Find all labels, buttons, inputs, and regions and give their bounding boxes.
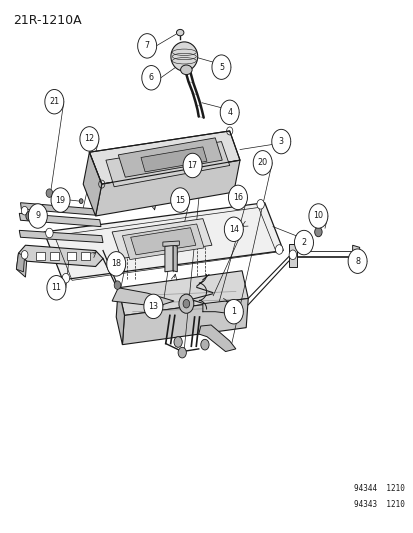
Text: 9: 9 bbox=[35, 212, 40, 221]
Bar bbox=[315, 215, 321, 219]
Polygon shape bbox=[118, 138, 222, 177]
Text: 21: 21 bbox=[49, 97, 59, 106]
Circle shape bbox=[275, 245, 282, 254]
Polygon shape bbox=[141, 147, 206, 172]
Circle shape bbox=[21, 206, 28, 215]
Circle shape bbox=[308, 204, 327, 228]
Polygon shape bbox=[118, 271, 248, 316]
Polygon shape bbox=[112, 219, 211, 259]
Circle shape bbox=[107, 252, 126, 276]
Circle shape bbox=[271, 130, 290, 154]
Polygon shape bbox=[173, 245, 177, 272]
Polygon shape bbox=[19, 230, 103, 243]
Polygon shape bbox=[89, 131, 240, 184]
Circle shape bbox=[170, 188, 189, 212]
Polygon shape bbox=[36, 252, 45, 260]
Polygon shape bbox=[131, 228, 195, 255]
Ellipse shape bbox=[79, 199, 83, 204]
Circle shape bbox=[256, 199, 264, 209]
Polygon shape bbox=[112, 288, 173, 306]
Ellipse shape bbox=[180, 65, 192, 75]
Circle shape bbox=[47, 276, 66, 300]
Circle shape bbox=[253, 151, 271, 175]
Text: 6: 6 bbox=[148, 73, 153, 82]
Text: 94344  1210: 94344 1210 bbox=[354, 484, 404, 494]
Polygon shape bbox=[198, 325, 235, 352]
Circle shape bbox=[224, 300, 243, 324]
Text: 3: 3 bbox=[278, 137, 283, 146]
Circle shape bbox=[26, 211, 33, 221]
Circle shape bbox=[46, 189, 52, 197]
Circle shape bbox=[351, 252, 358, 261]
Circle shape bbox=[183, 300, 189, 308]
Circle shape bbox=[51, 188, 70, 212]
Circle shape bbox=[45, 90, 64, 114]
Ellipse shape bbox=[171, 42, 197, 71]
Polygon shape bbox=[95, 160, 240, 216]
Circle shape bbox=[224, 217, 243, 241]
Polygon shape bbox=[83, 152, 102, 216]
Circle shape bbox=[142, 66, 160, 90]
Circle shape bbox=[114, 281, 121, 289]
Circle shape bbox=[28, 204, 47, 228]
Text: 8: 8 bbox=[354, 257, 359, 265]
Text: 13: 13 bbox=[148, 302, 158, 311]
Text: 1: 1 bbox=[231, 307, 236, 316]
Text: 15: 15 bbox=[175, 196, 185, 205]
Circle shape bbox=[62, 273, 69, 283]
Polygon shape bbox=[19, 213, 101, 227]
Polygon shape bbox=[44, 203, 282, 280]
Polygon shape bbox=[17, 253, 26, 277]
Polygon shape bbox=[352, 245, 359, 269]
Polygon shape bbox=[81, 252, 90, 260]
Circle shape bbox=[228, 185, 247, 209]
Circle shape bbox=[347, 249, 366, 273]
Text: 14: 14 bbox=[228, 225, 238, 234]
Circle shape bbox=[314, 227, 321, 237]
Circle shape bbox=[21, 251, 28, 259]
Circle shape bbox=[183, 154, 202, 177]
Text: 11: 11 bbox=[51, 283, 61, 292]
Polygon shape bbox=[19, 245, 103, 266]
Text: 16: 16 bbox=[233, 193, 242, 202]
Circle shape bbox=[45, 228, 53, 238]
Text: 5: 5 bbox=[218, 63, 223, 71]
Polygon shape bbox=[202, 301, 240, 314]
Text: 94343  1210: 94343 1210 bbox=[354, 500, 404, 510]
Circle shape bbox=[200, 340, 209, 350]
Polygon shape bbox=[17, 253, 24, 272]
Circle shape bbox=[138, 34, 156, 58]
Circle shape bbox=[178, 348, 186, 358]
Circle shape bbox=[220, 100, 239, 125]
Circle shape bbox=[144, 294, 162, 319]
Polygon shape bbox=[66, 252, 76, 260]
Text: 21R-1210A: 21R-1210A bbox=[13, 14, 81, 27]
Circle shape bbox=[178, 294, 193, 313]
Text: 12: 12 bbox=[84, 134, 94, 143]
Text: 18: 18 bbox=[111, 260, 121, 268]
Ellipse shape bbox=[176, 29, 183, 36]
Text: 10: 10 bbox=[313, 212, 323, 221]
Text: 19: 19 bbox=[55, 196, 65, 205]
Circle shape bbox=[173, 337, 182, 348]
Circle shape bbox=[80, 127, 99, 151]
Circle shape bbox=[294, 230, 313, 255]
Text: 20: 20 bbox=[257, 158, 267, 167]
Polygon shape bbox=[122, 298, 248, 345]
Circle shape bbox=[211, 55, 230, 79]
Circle shape bbox=[288, 250, 296, 260]
Polygon shape bbox=[162, 241, 179, 246]
Polygon shape bbox=[164, 245, 173, 272]
Polygon shape bbox=[116, 288, 124, 345]
Polygon shape bbox=[21, 203, 99, 215]
Text: 4: 4 bbox=[227, 108, 232, 117]
Polygon shape bbox=[106, 142, 229, 187]
Polygon shape bbox=[122, 224, 204, 260]
Text: 7: 7 bbox=[144, 42, 150, 51]
Polygon shape bbox=[50, 252, 59, 260]
Polygon shape bbox=[288, 244, 296, 266]
Text: 17: 17 bbox=[187, 161, 197, 170]
Text: 2: 2 bbox=[301, 238, 306, 247]
